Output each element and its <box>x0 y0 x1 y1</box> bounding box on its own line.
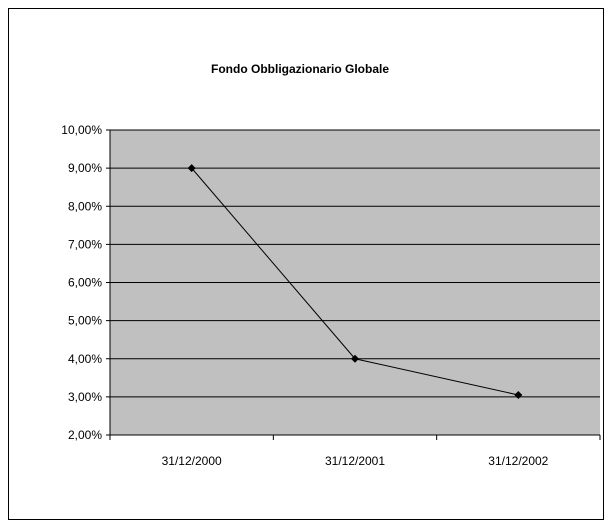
y-tick-label: 8,00% <box>68 199 102 213</box>
y-tick-label: 7,00% <box>68 237 102 251</box>
x-tick-label: 31/12/2000 <box>162 454 222 468</box>
y-tick-label: 4,00% <box>68 352 102 366</box>
y-tick-label: 2,00% <box>68 428 102 442</box>
x-tick-label: 31/12/2002 <box>488 454 548 468</box>
x-axis-ticks: 31/12/2000 31/12/2001 31/12/2002 <box>162 454 549 468</box>
y-tick-label: 5,00% <box>68 314 102 328</box>
y-tick-label: 10,00% <box>61 123 102 137</box>
x-tick-label: 31/12/2001 <box>325 454 385 468</box>
data-point-marker <box>514 390 523 399</box>
y-tick-label: 6,00% <box>68 276 102 290</box>
y-tick-label: 3,00% <box>68 390 102 404</box>
data-point-marker <box>187 164 196 173</box>
series-layer <box>187 164 523 399</box>
y-tick-label: 9,00% <box>68 161 102 175</box>
y-axis-ticks: 2,00% 3,00% 4,00% 5,00% 6,00% 7,00% 8,00% 9,00%… <box>61 123 102 442</box>
chart-title: Fondo Obbligazionario Globale <box>211 62 389 76</box>
axes <box>106 129 601 440</box>
data-point-marker <box>351 354 359 363</box>
